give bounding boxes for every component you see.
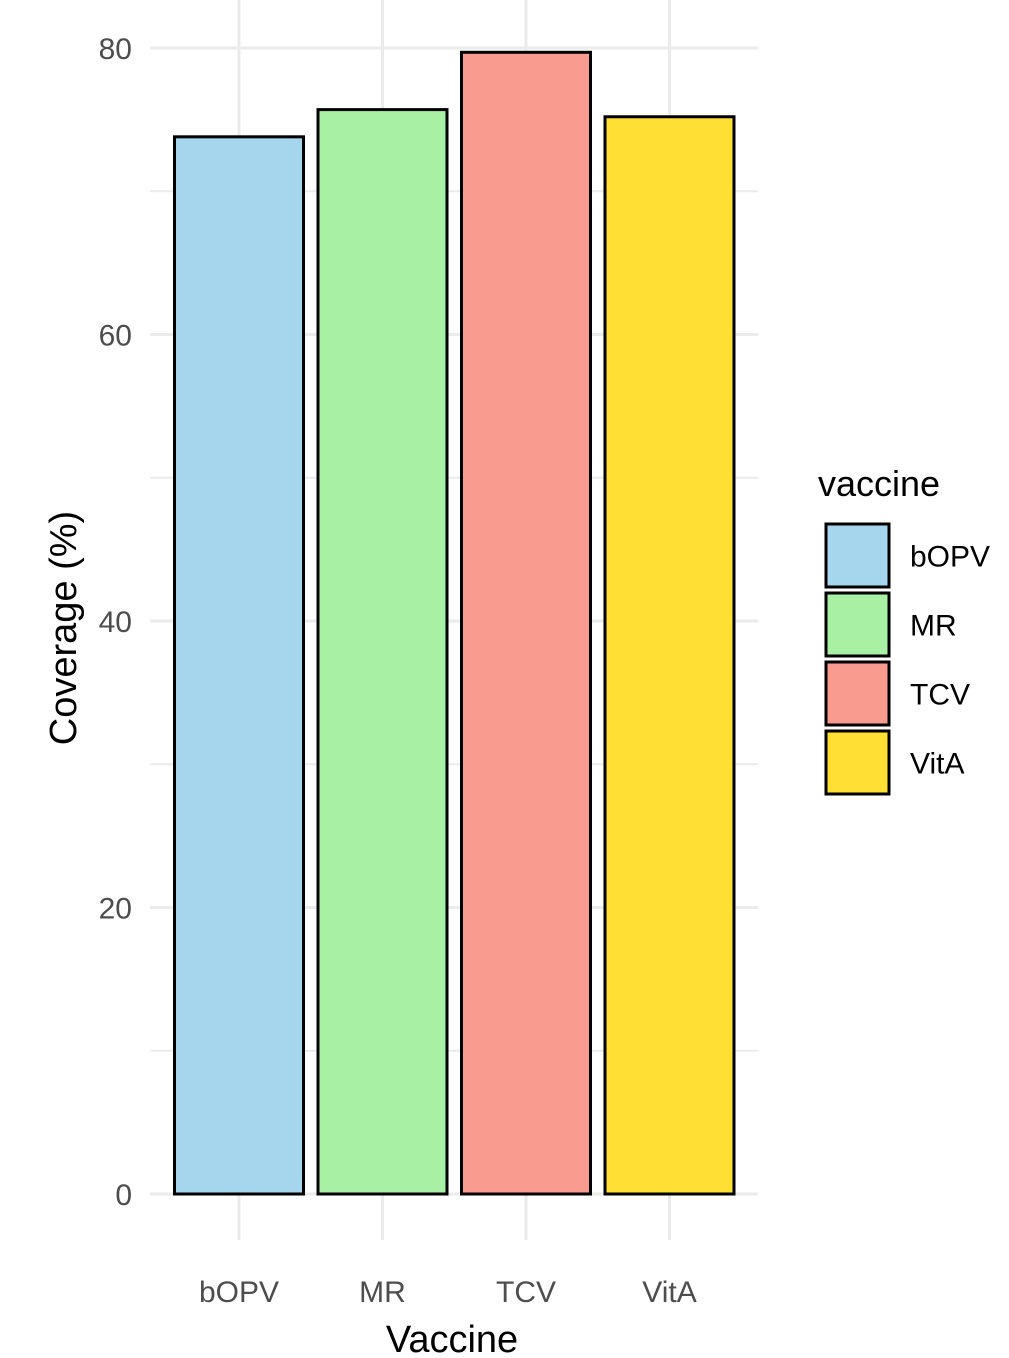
legend-key-vita: [824, 729, 891, 796]
legend-label: bOPV: [910, 541, 990, 574]
legend-title: vaccine: [818, 463, 940, 504]
legend-key-bopv: [824, 522, 891, 589]
y-tick-label: 40: [99, 606, 132, 639]
y-tick-label: 0: [115, 1179, 132, 1212]
y-tick-label: 60: [99, 320, 132, 353]
y-tick-label: 80: [99, 33, 132, 66]
x-axis-title: Vaccine: [386, 1319, 518, 1358]
legend-key-mr: [824, 591, 891, 658]
y-axis-ticks: 0 20 40 60 80: [99, 33, 132, 1212]
y-tick-label: 20: [99, 893, 132, 926]
bar-vita: [603, 115, 736, 1196]
legend-label: TCV: [910, 679, 970, 712]
x-tick-label: bOPV: [199, 1276, 279, 1309]
bar-tcv: [460, 50, 592, 1196]
x-tick-label: MR: [359, 1276, 406, 1309]
bar-mr: [316, 108, 449, 1196]
y-axis-title: Coverage (%): [43, 511, 85, 745]
legend-key-tcv: [824, 660, 891, 727]
bar-bopv: [173, 135, 305, 1196]
legend-label: VitA: [910, 748, 964, 781]
x-tick-label: TCV: [496, 1276, 556, 1309]
bars: [173, 50, 736, 1196]
legend-label: MR: [910, 610, 957, 643]
x-tick-label: VitA: [642, 1276, 696, 1309]
x-axis-ticks: bOPV MR TCV VitA: [199, 1276, 697, 1309]
legend: vaccine bOPV MR TCV VitA: [818, 463, 990, 796]
